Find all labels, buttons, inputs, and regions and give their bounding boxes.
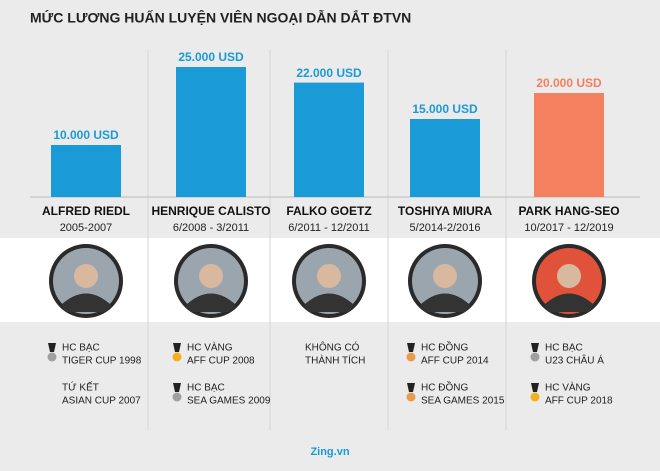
medal bbox=[406, 392, 416, 402]
achievement-text: TỨ KẾT bbox=[62, 381, 99, 394]
photo-body bbox=[61, 293, 111, 312]
achievement-text: AFF CUP 2018 bbox=[545, 396, 613, 407]
photo-head bbox=[557, 264, 581, 288]
value-label: 22.000 USD bbox=[296, 66, 362, 80]
achievement-text: HC BẠC bbox=[545, 343, 583, 354]
value-label: 10.000 USD bbox=[53, 128, 119, 142]
achievement-text: AFF CUP 2014 bbox=[421, 356, 489, 367]
achievement-text: HC VÀNG bbox=[187, 341, 233, 354]
bar bbox=[410, 119, 480, 197]
photo-body bbox=[186, 293, 236, 312]
coach-name: PARK HANG-SEO bbox=[518, 204, 619, 218]
medal bbox=[530, 392, 540, 402]
achievement-text: SEA GAMES 2009 bbox=[187, 396, 271, 407]
achievement-text: HC VÀNG bbox=[545, 381, 591, 394]
achievement-text: KHÔNG CÓ bbox=[305, 341, 360, 354]
medal-ribbon bbox=[531, 383, 539, 392]
coach-photo bbox=[49, 244, 123, 318]
medal bbox=[172, 392, 182, 402]
chart-title: MỨC LƯƠNG HUẤN LUYỆN VIÊN NGOẠI DẪN DẮT … bbox=[30, 9, 411, 26]
achievement-text: HC ĐỒNG bbox=[421, 341, 468, 354]
footer: Zing.vn bbox=[310, 446, 349, 458]
medal-ribbon bbox=[407, 343, 415, 352]
coach-name: HENRIQUE CALISTO bbox=[151, 204, 270, 218]
medal-ribbon bbox=[173, 383, 181, 392]
medal-ribbon bbox=[48, 343, 56, 352]
coach-photo bbox=[532, 244, 606, 318]
photo-head bbox=[74, 264, 98, 288]
medal-ribbon bbox=[173, 343, 181, 352]
photo-head bbox=[199, 264, 223, 288]
coach-period: 5/2014-2/2016 bbox=[410, 222, 481, 234]
medal-ribbon bbox=[531, 343, 539, 352]
medal bbox=[530, 352, 540, 362]
coach-name: TOSHIYA MIURA bbox=[398, 204, 493, 218]
medal bbox=[172, 352, 182, 362]
medal bbox=[47, 352, 57, 362]
value-label: 25.000 USD bbox=[178, 50, 244, 64]
coach-period: 6/2011 - 12/2011 bbox=[288, 222, 370, 234]
coach-name: ALFRED RIEDL bbox=[42, 204, 130, 218]
bar bbox=[534, 93, 604, 197]
achievement-text: ASIAN CUP 2007 bbox=[62, 396, 141, 407]
bar bbox=[51, 145, 121, 197]
coach-period: 2005-2007 bbox=[60, 222, 113, 234]
coach-name: FALKO GOETZ bbox=[286, 204, 371, 218]
bar bbox=[176, 67, 246, 197]
achievement-text: TIGER CUP 1998 bbox=[62, 356, 142, 367]
photo-head bbox=[317, 264, 341, 288]
achievement-text: HC BẠC bbox=[62, 343, 100, 354]
photo-body bbox=[304, 293, 354, 312]
photo-head bbox=[433, 264, 457, 288]
medal bbox=[406, 352, 416, 362]
achievement-text: U23 CHÂU Á bbox=[545, 354, 604, 367]
medal-ribbon bbox=[407, 383, 415, 392]
photo-body bbox=[420, 293, 470, 312]
value-label: 20.000 USD bbox=[536, 76, 602, 90]
value-label: 15.000 USD bbox=[412, 102, 478, 116]
achievement-text: AFF CUP 2008 bbox=[187, 356, 255, 367]
bar bbox=[294, 82, 364, 197]
achievement-text: SEA GAMES 2015 bbox=[421, 396, 505, 407]
achievement-text: HC ĐỒNG bbox=[421, 381, 468, 394]
achievement-text: THÀNH TÍCH bbox=[305, 354, 365, 367]
coach-period: 6/2008 - 3/2011 bbox=[173, 222, 249, 234]
coach-period: 10/2017 - 12/2019 bbox=[524, 222, 613, 234]
coach-photo bbox=[292, 244, 366, 318]
coach-photo bbox=[174, 244, 248, 318]
coach-photo bbox=[408, 244, 482, 318]
photo-body bbox=[544, 293, 594, 312]
achievement-text: HC BẠC bbox=[187, 383, 225, 394]
